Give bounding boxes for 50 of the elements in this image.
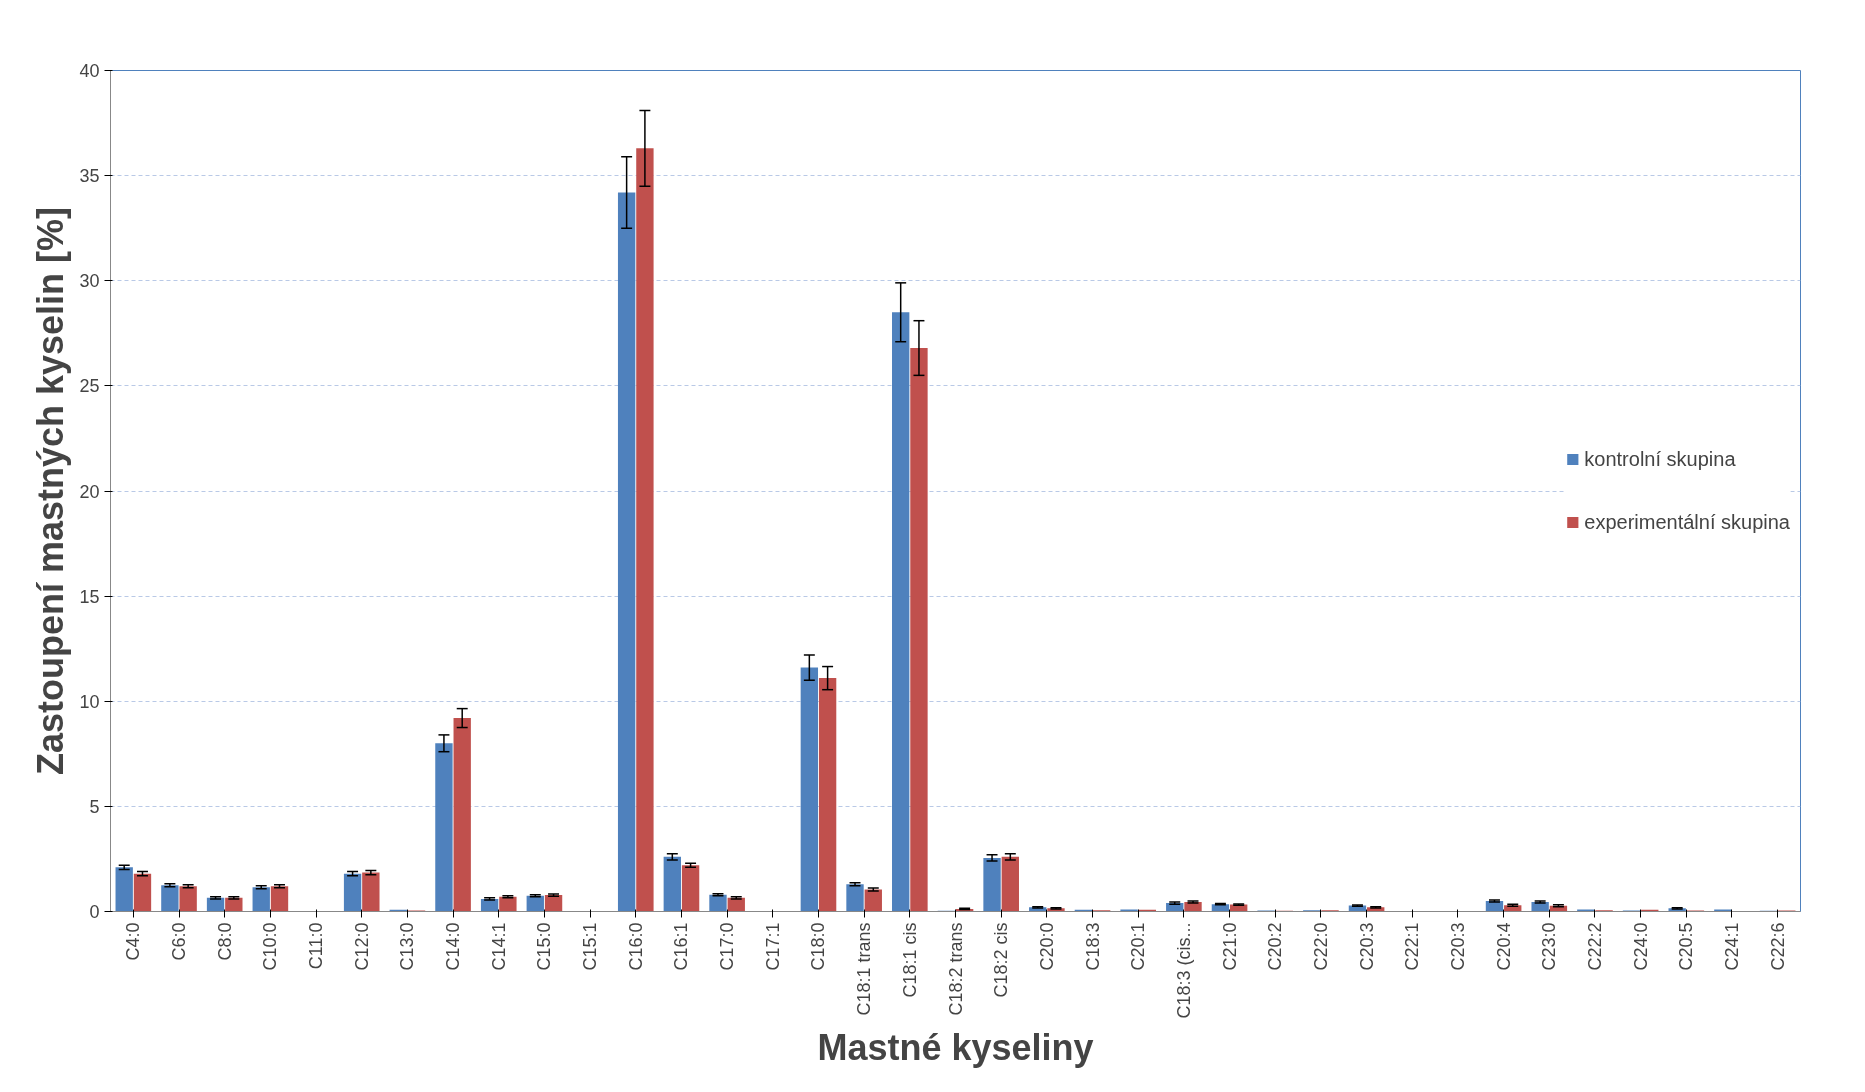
x-tick-label: C18:2 trans [945,922,966,1016]
x-tick-label: C20:1 [1128,922,1149,971]
x-tick-label: C22:6 [1767,922,1788,971]
x-tick-label: C14:1 [488,922,509,971]
x-tick-label: C18:1 trans [854,922,875,1016]
x-tick-label: C10:0 [260,922,281,971]
x-tick-label: C18:2 cis [991,922,1012,998]
y-tick-label: 10 [79,691,100,712]
x-tick-label: C8:0 [214,922,235,961]
x-tick-label: C24:0 [1630,922,1651,971]
x-tick-label: C18:3 [1082,922,1103,971]
x-tick-label: C17:1 [762,922,783,971]
y-tick-label: 30 [79,271,100,292]
y-tick-label: 40 [79,61,100,81]
x-tick-label: C20:0 [1036,922,1057,971]
y-tick-label: 0 [89,902,100,922]
x-tick-label: C20:3 [1447,922,1468,971]
x-tick-label: C20:5 [1676,922,1697,971]
x-tick-label: C20:3 [1356,922,1377,971]
x-tick-label: C22:2 [1584,922,1605,971]
x-tick-label: C18:1 cis [899,922,920,998]
x-tick-label: C13:0 [397,922,418,971]
x-tick-label: C4:0 [123,922,144,961]
x-tick-label: C22:1 [1402,922,1423,971]
y-tick-label: 35 [79,166,100,187]
x-tick-label: C14:0 [443,922,464,971]
x-tick-label: C6:0 [169,922,190,961]
y-tick-label: 15 [79,586,100,607]
legend-label: kontrolní skupina [1584,447,1736,471]
x-tick-label: C23:0 [1539,922,1560,971]
y-axis-title: Zastoupení mastných kyselin [%] [30,206,72,776]
x-tick-label: C15:1 [580,922,601,971]
x-tick-label: C22:0 [1310,922,1331,971]
x-tick-label: C16:1 [671,922,692,971]
x-tick-label: C18:3 (cis... [1173,922,1194,1019]
x-tick-label: C20:4 [1493,922,1514,971]
x-axis-title: Mastné kyseliny [817,1026,1094,1068]
y-tick-label: 25 [79,376,100,397]
x-tick-label: C11:0 [306,922,327,970]
x-tick-label: C20:2 [1265,922,1286,971]
y-tick-label: 20 [79,481,100,502]
legend-label: experimentální skupina [1584,510,1790,534]
x-tick-label: C24:1 [1721,922,1742,971]
y-tick-label: 5 [89,796,100,817]
x-tick-label: C18:0 [808,922,829,971]
x-tick-label: C15:0 [534,922,555,971]
x-tick-label: C16:0 [625,922,646,971]
x-tick-label: C17:0 [717,922,738,971]
x-tick-label: C21:0 [1219,922,1240,971]
x-tick-label: C12:0 [351,922,372,971]
